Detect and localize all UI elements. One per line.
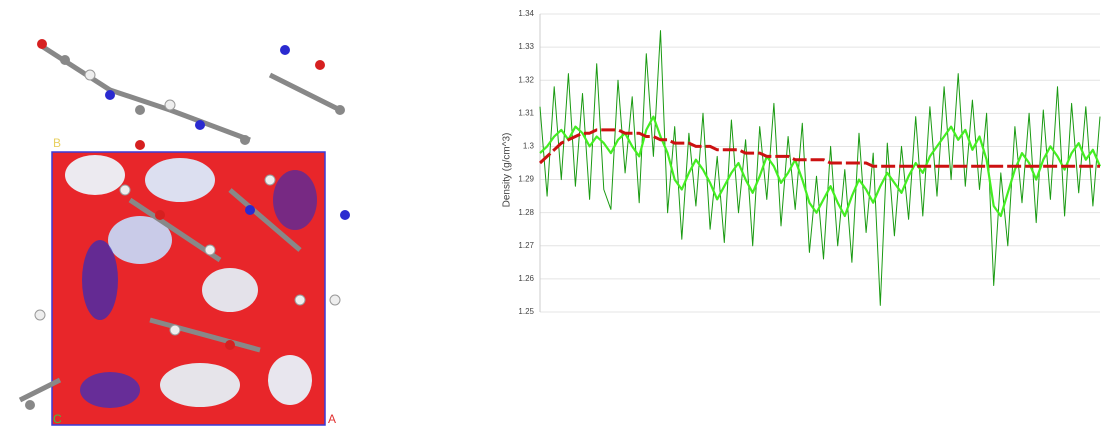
y-tick-label: 1.31 <box>518 108 534 117</box>
y-tick-label: 1.25 <box>518 307 534 316</box>
surface-blob <box>273 170 317 230</box>
y-tick-label: 1.29 <box>518 175 534 184</box>
series-line <box>539 115 1101 218</box>
y-tick-label: 1.3 <box>523 142 535 151</box>
y-tick-label: 1.27 <box>518 241 534 250</box>
surface-blob <box>65 155 125 195</box>
series-line <box>538 128 1100 168</box>
surface-blob <box>202 268 258 312</box>
surface-blob <box>82 240 118 320</box>
y-axis-label: Density (g/cm^3) <box>502 133 513 208</box>
y-tick-label: 1.34 <box>518 9 534 18</box>
surface-blob <box>145 158 215 202</box>
surface-blob <box>80 372 140 408</box>
surface-blob <box>108 216 172 264</box>
cell-label: C <box>53 412 62 426</box>
surface-blob <box>160 363 240 407</box>
y-tick-label: 1.32 <box>518 75 534 84</box>
cell-box <box>51 151 326 426</box>
surface-blob <box>268 355 312 405</box>
y-tick-label: 1.33 <box>518 42 534 51</box>
y-tick-label: 1.28 <box>518 208 534 217</box>
y-tick-label: 1.26 <box>518 274 534 283</box>
molecule-view: B C A <box>18 39 350 426</box>
bonds <box>18 42 342 403</box>
atoms <box>25 39 350 410</box>
cell-label: B <box>53 136 61 150</box>
cell-label: A <box>328 412 336 426</box>
series-line <box>539 30 1101 306</box>
